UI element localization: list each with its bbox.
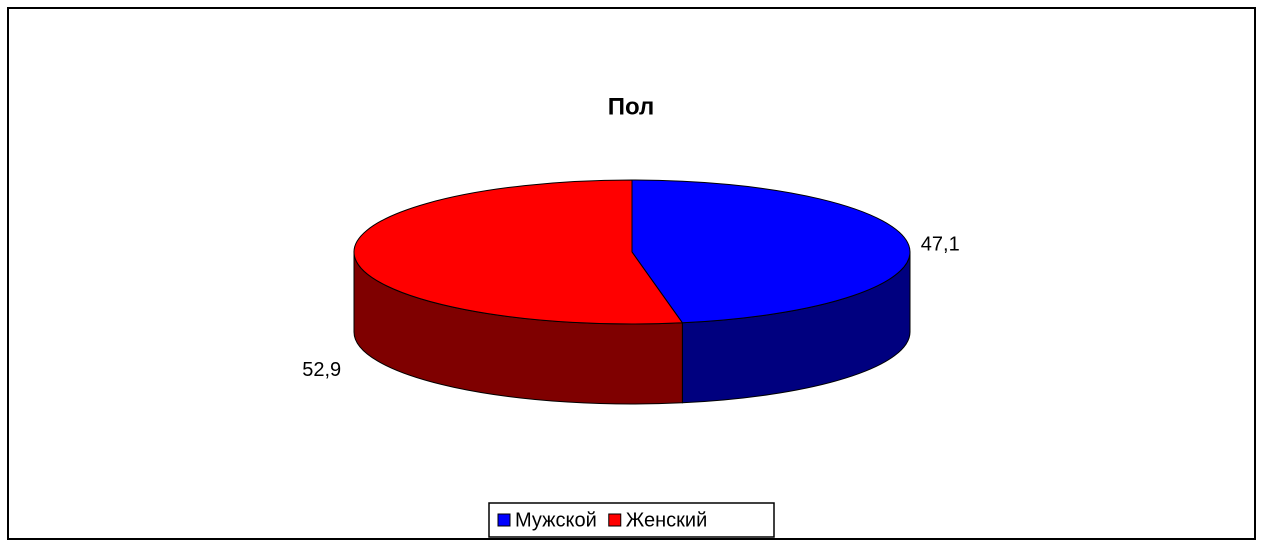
legend-swatch <box>608 513 622 527</box>
chart-title: Пол <box>608 93 655 120</box>
legend-swatch <box>497 513 511 527</box>
data-label: 47,1 <box>921 234 960 256</box>
pie-slice <box>353 179 684 325</box>
legend <box>488 502 775 538</box>
data-label: 52,9 <box>302 359 341 381</box>
legend-label: Мужской <box>515 509 597 531</box>
pie-slice <box>631 179 911 324</box>
legend-label: Женский <box>626 509 707 531</box>
